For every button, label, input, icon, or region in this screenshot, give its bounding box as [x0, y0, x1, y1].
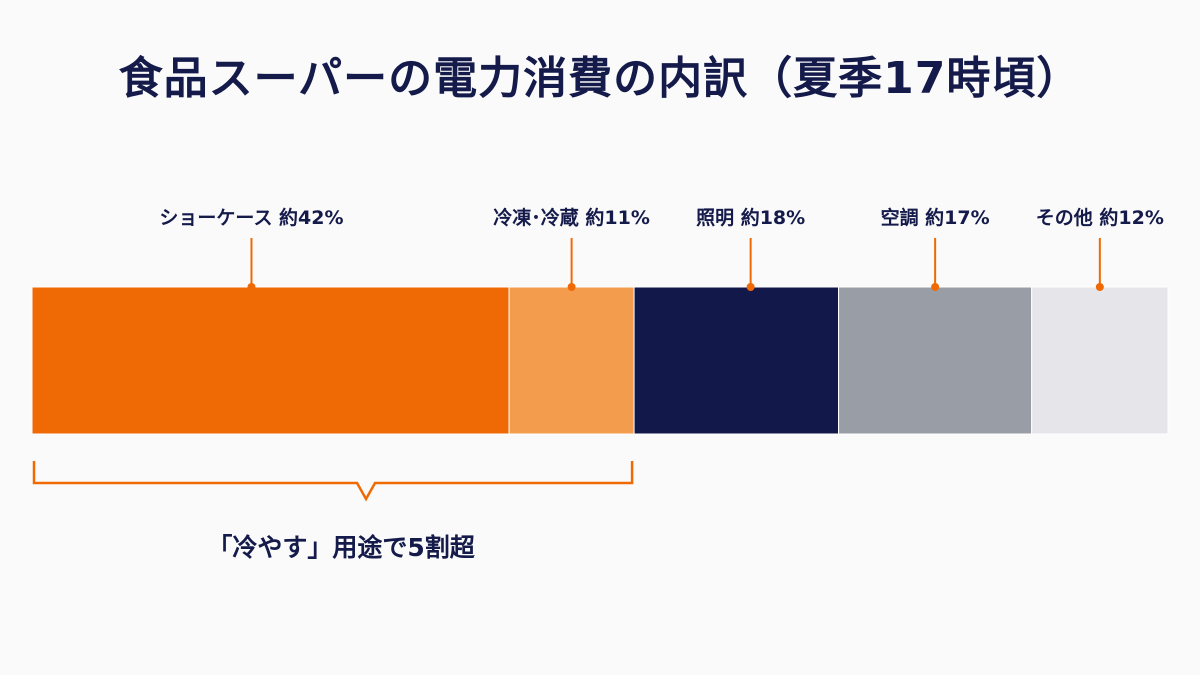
leader-dot-freezer-fridge	[567, 283, 576, 291]
segment-labels: ショーケース 約42% 冷凍･冷蔵 約11% 照明 約18% 空調 約17% その他 約…	[159, 206, 1163, 229]
bar-segment-lighting	[633, 286, 840, 435]
label-leaders	[247, 238, 1104, 291]
leader-dot-lighting	[746, 283, 755, 291]
chart-title: 食品スーパーの電力消費の内訳（夏季17時頃）	[118, 53, 1082, 104]
segment-label-freezer-fridge: 冷凍･冷蔵 約11%	[493, 206, 650, 229]
leader-dot-air-conditioning	[931, 283, 940, 291]
segment-label-lighting: 照明 約18%	[696, 206, 805, 229]
segment-label-other: その他 約12%	[1036, 206, 1164, 229]
leader-dot-other	[1095, 283, 1104, 291]
bar-segment-other	[1031, 286, 1169, 435]
bar-segment-freezer-fridge	[508, 286, 635, 435]
leader-dot-showcase	[247, 283, 256, 291]
segment-label-air-conditioning: 空調 約17%	[881, 206, 990, 229]
bar-segments	[31, 286, 1169, 435]
cooling-bracket-path	[32, 461, 634, 502]
segment-label-showcase: ショーケース 約42%	[159, 206, 343, 229]
bar-segment-air-conditioning	[838, 286, 1033, 435]
cooling-annotation-text: 「冷やす」用途で5割超	[207, 533, 475, 562]
cooling-bracket	[32, 461, 634, 502]
bar-segment-showcase	[31, 286, 510, 435]
